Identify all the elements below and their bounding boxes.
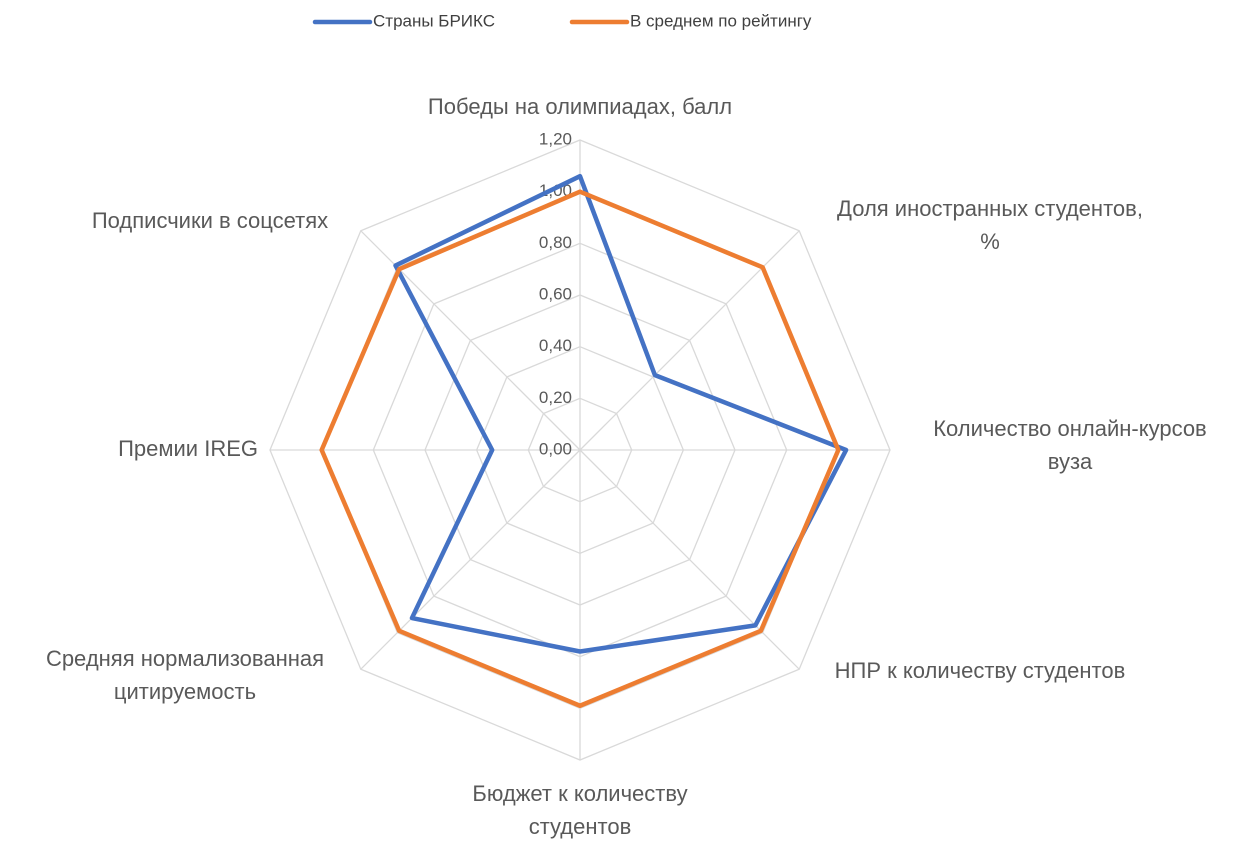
category-label: Доля иностранных студентов, bbox=[837, 196, 1143, 221]
legend-label: В среднем по рейтингу bbox=[630, 11, 812, 30]
category-label: Количество онлайн-курсов bbox=[933, 416, 1207, 441]
legend-label: Страны БРИКС bbox=[373, 11, 495, 30]
tick-label: 0,40 bbox=[539, 336, 572, 355]
category-label: Подписчики в соцсетях bbox=[92, 208, 328, 233]
tick-label: 0,20 bbox=[539, 388, 572, 407]
category-label: Победы на олимпиадах, балл bbox=[428, 94, 732, 119]
series-line bbox=[393, 173, 849, 654]
tick-label: 1,20 bbox=[539, 129, 572, 148]
tick-label: 0,00 bbox=[539, 439, 572, 458]
spoke bbox=[360, 449, 581, 670]
category-label: Бюджет к количеству bbox=[472, 781, 687, 806]
spoke bbox=[579, 449, 800, 670]
tick-label: 0,60 bbox=[539, 284, 572, 303]
category-label: % bbox=[980, 229, 1000, 254]
category-label: Премии IREG bbox=[118, 436, 258, 461]
category-label: Средняя нормализованная bbox=[46, 646, 324, 671]
category-label: цитируемость bbox=[114, 679, 256, 704]
series-line bbox=[319, 189, 841, 708]
category-label: студентов bbox=[529, 814, 632, 839]
tick-label: 0,80 bbox=[539, 233, 572, 252]
category-label: вуза bbox=[1048, 449, 1093, 474]
category-label: НПР к количеству студентов bbox=[835, 658, 1126, 683]
